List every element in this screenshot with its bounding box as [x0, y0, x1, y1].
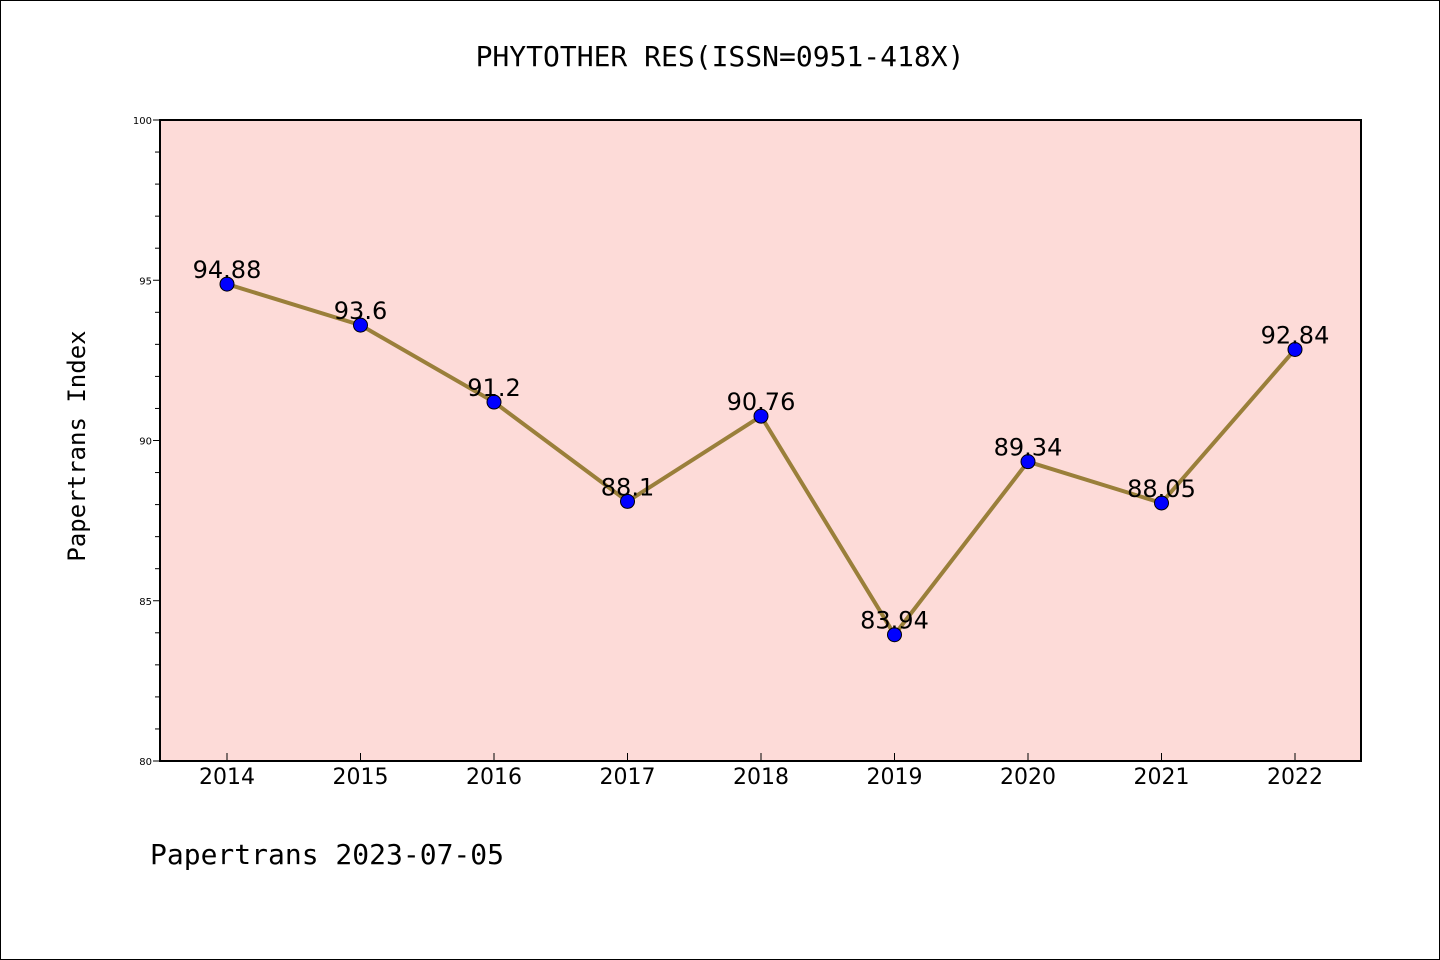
data-label: 89.34 — [994, 434, 1063, 462]
y-axis: 80 85 90 95 100 — [133, 116, 160, 768]
series-markers — [219, 276, 1303, 643]
data-point — [219, 276, 235, 292]
data-point — [620, 493, 635, 509]
data-point — [1154, 495, 1169, 511]
data-point — [753, 408, 769, 424]
data-label: 93.6 — [334, 297, 387, 325]
y-tick-label: 100 — [133, 116, 152, 127]
data-point — [1287, 341, 1303, 357]
x-tick-label: 2017 — [600, 765, 656, 790]
data-label: 88.1 — [601, 473, 654, 501]
data-point — [1020, 454, 1036, 470]
footer-date: Papertrans 2023-07-05 — [150, 838, 504, 871]
x-axis: 2014 2015 2016 2017 2018 2019 2020 2021 2022 — [199, 753, 1323, 790]
x-tick-label: 2021 — [1134, 765, 1190, 790]
x-tick-label: 2015 — [333, 765, 389, 790]
plot-area — [159, 119, 1362, 762]
x-tick-label: 2014 — [199, 765, 255, 790]
y-tick-label: 85 — [139, 597, 152, 608]
data-labels: 94.88 93.6 91.2 88.1 90.76 83.94 89.34 88.05 92.… — [193, 256, 1330, 635]
data-point — [353, 317, 368, 333]
data-label: 83.94 — [860, 607, 929, 635]
x-tick-label: 2019 — [867, 765, 923, 790]
data-label: 92.84 — [1261, 321, 1330, 349]
data-point — [486, 394, 502, 410]
data-label: 91.2 — [467, 374, 520, 402]
y-tick-label: 90 — [139, 437, 152, 448]
data-label: 88.05 — [1127, 475, 1196, 503]
x-tick-label: 2016 — [466, 765, 522, 790]
y-tick-label: 95 — [139, 276, 152, 287]
data-point — [887, 627, 902, 643]
data-label: 90.76 — [727, 388, 796, 416]
x-tick-label: 2018 — [733, 765, 789, 790]
x-tick-label: 2022 — [1267, 765, 1323, 790]
chart-title: PHYTOTHER RES(ISSN=0951-418X) — [476, 40, 965, 73]
y-axis-label: Papertrans Index — [63, 330, 91, 561]
data-label: 94.88 — [193, 256, 262, 284]
y-tick-label: 80 — [139, 757, 152, 768]
x-tick-label: 2020 — [1000, 765, 1056, 790]
